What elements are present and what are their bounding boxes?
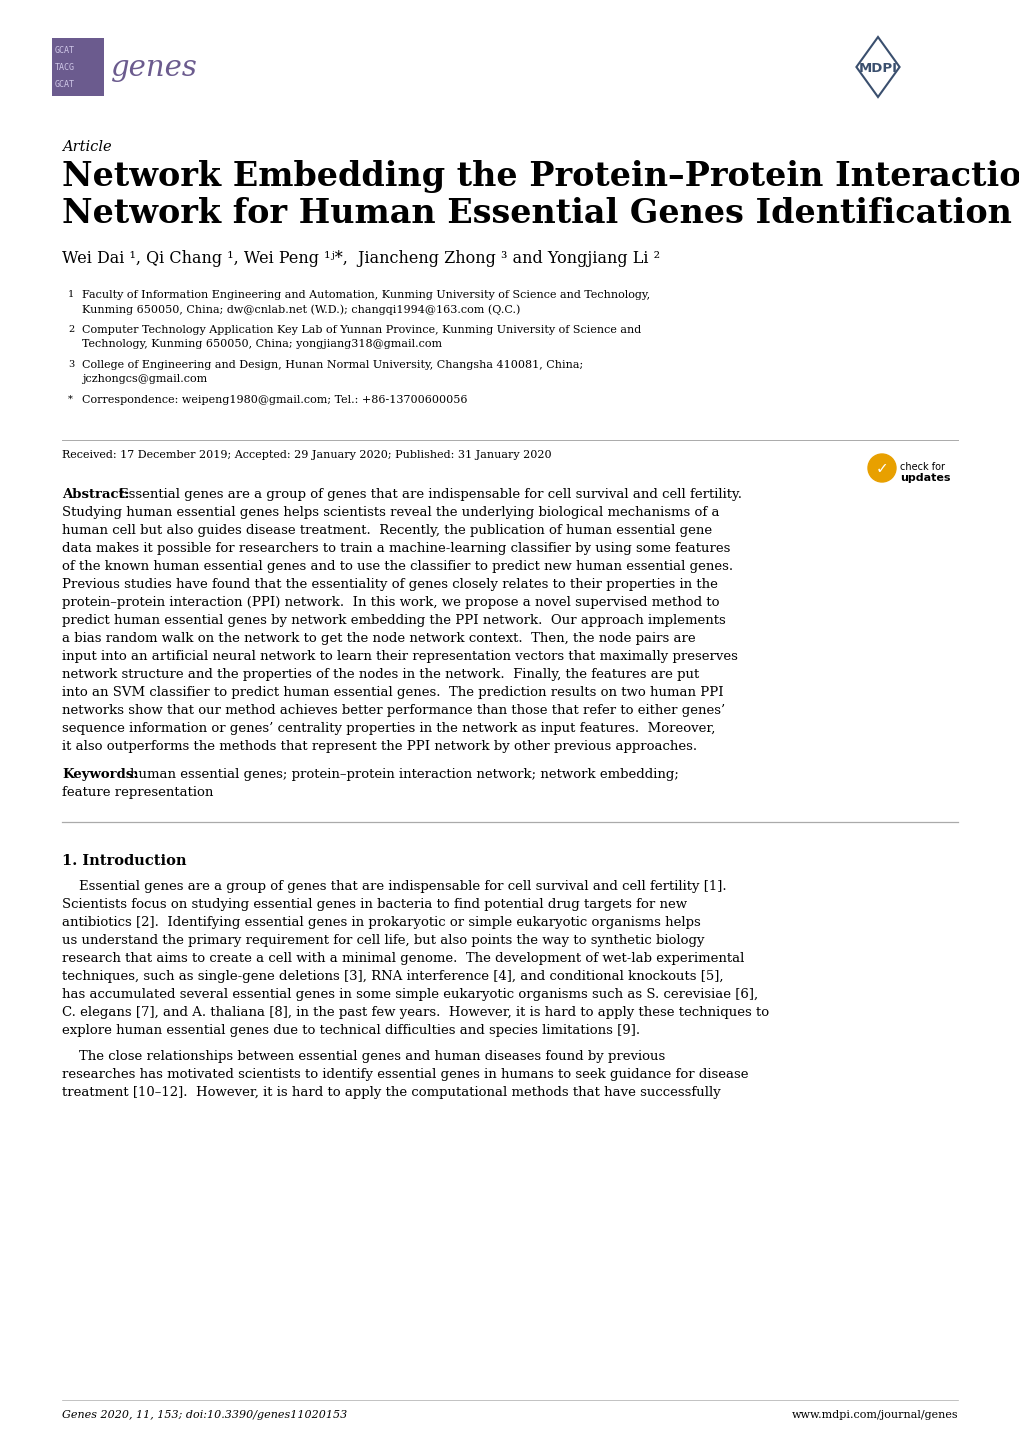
Text: 3: 3	[68, 360, 74, 369]
Text: Essential genes are a group of genes that are indispensable for cell survival an: Essential genes are a group of genes tha…	[119, 487, 741, 500]
Text: Network for Human Essential Genes Identification: Network for Human Essential Genes Identi…	[62, 198, 1011, 231]
Text: it also outperforms the methods that represent the PPI network by other previous: it also outperforms the methods that rep…	[62, 740, 696, 753]
Text: *: *	[68, 395, 72, 404]
Text: predict human essential genes by network embedding the PPI network.  Our approac: predict human essential genes by network…	[62, 614, 726, 627]
Text: sequence information or genes’ centrality properties in the network as input fea: sequence information or genes’ centralit…	[62, 722, 714, 735]
Polygon shape	[856, 37, 899, 97]
Text: GCAT: GCAT	[55, 46, 75, 55]
Text: ✓: ✓	[874, 461, 888, 476]
Text: www.mdpi.com/journal/genes: www.mdpi.com/journal/genes	[791, 1410, 957, 1420]
Text: Scientists focus on studying essential genes in bacteria to find potential drug : Scientists focus on studying essential g…	[62, 898, 687, 911]
Circle shape	[867, 454, 895, 482]
Text: Abstract:: Abstract:	[62, 487, 129, 500]
Text: Computer Technology Application Key Lab of Yunnan Province, Kunming University o: Computer Technology Application Key Lab …	[82, 324, 641, 349]
Text: treatment [10–12].  However, it is hard to apply the computational methods that : treatment [10–12]. However, it is hard t…	[62, 1086, 720, 1099]
Text: Keywords:: Keywords:	[62, 769, 139, 782]
Text: human cell but also guides disease treatment.  Recently, the publication of huma: human cell but also guides disease treat…	[62, 523, 711, 536]
Text: data makes it possible for researchers to train a machine-learning classifier by: data makes it possible for researchers t…	[62, 542, 730, 555]
Text: College of Engineering and Design, Hunan Normal University, Changsha 410081, Chi: College of Engineering and Design, Hunan…	[82, 360, 583, 384]
Text: Article: Article	[62, 140, 111, 154]
Text: protein–protein interaction (PPI) network.  In this work, we propose a novel sup: protein–protein interaction (PPI) networ…	[62, 596, 718, 609]
Text: explore human essential genes due to technical difficulties and species limitati: explore human essential genes due to tec…	[62, 1024, 640, 1037]
Text: antibiotics [2].  Identifying essential genes in prokaryotic or simple eukaryoti: antibiotics [2]. Identifying essential g…	[62, 916, 700, 929]
Text: Faculty of Information Engineering and Automation, Kunming University of Science: Faculty of Information Engineering and A…	[82, 290, 649, 314]
Text: 1: 1	[68, 290, 74, 298]
Text: network structure and the properties of the nodes in the network.  Finally, the : network structure and the properties of …	[62, 668, 699, 681]
Text: Received: 17 December 2019; Accepted: 29 January 2020; Published: 31 January 202: Received: 17 December 2019; Accepted: 29…	[62, 450, 551, 460]
Text: Network Embedding the Protein–Protein Interaction: Network Embedding the Protein–Protein In…	[62, 160, 1019, 193]
Text: into an SVM classifier to predict human essential genes.  The prediction results: into an SVM classifier to predict human …	[62, 686, 722, 699]
Text: C. elegans [7], and A. thaliana [8], in the past few years.  However, it is hard: C. elegans [7], and A. thaliana [8], in …	[62, 1007, 768, 1019]
Text: genes: genes	[111, 53, 198, 82]
Text: of the known human essential genes and to use the classifier to predict new huma: of the known human essential genes and t…	[62, 559, 733, 572]
Text: Genes 2020, 11, 153; doi:10.3390/genes11020153: Genes 2020, 11, 153; doi:10.3390/genes11…	[62, 1410, 346, 1420]
Text: feature representation: feature representation	[62, 786, 213, 799]
Text: TACG: TACG	[55, 63, 75, 72]
Text: Previous studies have found that the essentiality of genes closely relates to th: Previous studies have found that the ess…	[62, 578, 717, 591]
Text: check for: check for	[899, 461, 944, 472]
Text: us understand the primary requirement for cell life, but also points the way to : us understand the primary requirement fo…	[62, 934, 704, 947]
Text: networks show that our method achieves better performance than those that refer : networks show that our method achieves b…	[62, 704, 725, 717]
Text: updates: updates	[899, 473, 950, 483]
FancyBboxPatch shape	[52, 37, 104, 97]
Text: 2: 2	[68, 324, 74, 335]
Text: GCAT: GCAT	[55, 79, 75, 89]
Text: a bias random walk on the network to get the node network context.  Then, the no: a bias random walk on the network to get…	[62, 632, 695, 645]
Text: Essential genes are a group of genes that are indispensable for cell survival an: Essential genes are a group of genes tha…	[62, 880, 726, 893]
Text: has accumulated several essential genes in some simple eukaryotic organisms such: has accumulated several essential genes …	[62, 988, 757, 1001]
Text: The close relationships between essential genes and human diseases found by prev: The close relationships between essentia…	[62, 1050, 664, 1063]
Text: research that aims to create a cell with a minimal genome.  The development of w: research that aims to create a cell with…	[62, 952, 744, 965]
Text: techniques, such as single-gene deletions [3], RNA interference [4], and conditi: techniques, such as single-gene deletion…	[62, 970, 722, 983]
Text: 1. Introduction: 1. Introduction	[62, 854, 186, 868]
Text: researches has motivated scientists to identify essential genes in humans to see: researches has motivated scientists to i…	[62, 1069, 748, 1082]
Text: Wei Dai ¹, Qi Chang ¹, Wei Peng ¹ʲ*,  Jiancheng Zhong ³ and Yongjiang Li ²: Wei Dai ¹, Qi Chang ¹, Wei Peng ¹ʲ*, Jia…	[62, 249, 659, 267]
Text: human essential genes; protein–protein interaction network; network embedding;: human essential genes; protein–protein i…	[129, 769, 679, 782]
Text: Studying human essential genes helps scientists reveal the underlying biological: Studying human essential genes helps sci…	[62, 506, 718, 519]
Text: MDPI: MDPI	[858, 62, 897, 75]
Text: Correspondence: weipeng1980@gmail.com; Tel.: +86-13700600056: Correspondence: weipeng1980@gmail.com; T…	[82, 395, 467, 405]
Text: input into an artificial neural network to learn their representation vectors th: input into an artificial neural network …	[62, 650, 737, 663]
